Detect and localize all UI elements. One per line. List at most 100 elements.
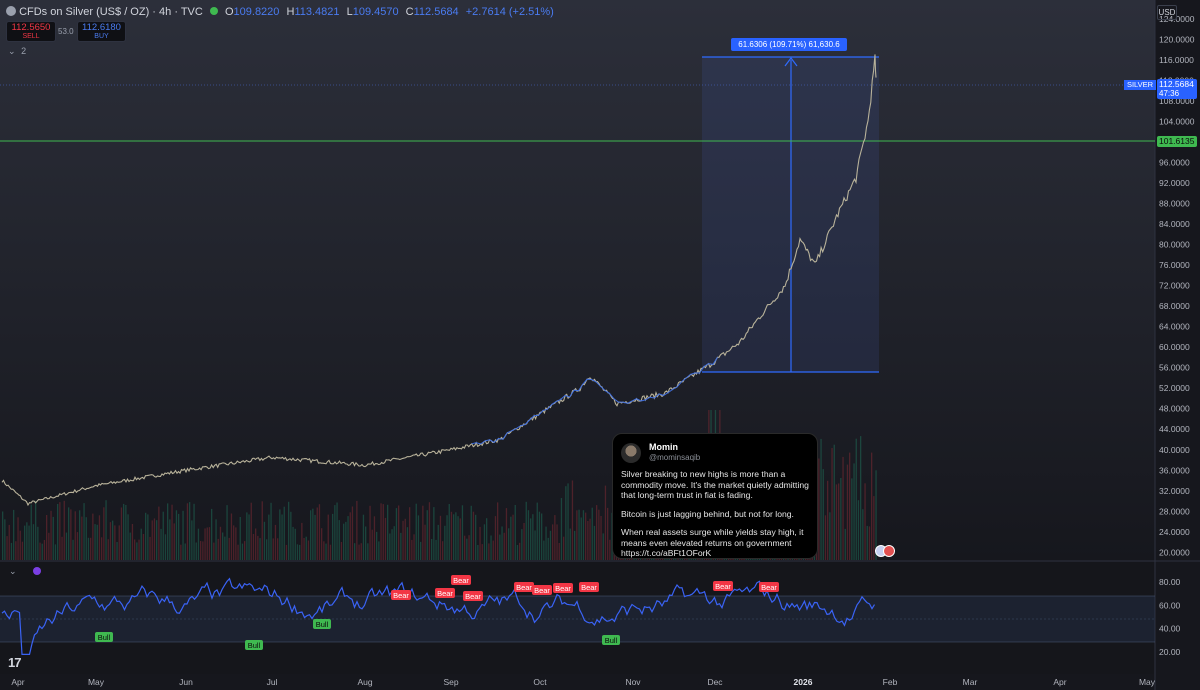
volume-bar bbox=[345, 521, 347, 560]
volume-bar bbox=[411, 539, 413, 560]
volume-bar bbox=[523, 523, 525, 560]
buy-button[interactable]: 112.6180 BUY bbox=[77, 21, 126, 42]
price-series-trend bbox=[471, 357, 718, 445]
volume-bar bbox=[486, 518, 488, 560]
rsi-axis-ticks: 80.00 60.00 40.00 20.00 bbox=[1159, 577, 1181, 657]
volume-bar bbox=[404, 518, 406, 560]
volume-bar bbox=[589, 518, 591, 560]
volume-bar bbox=[208, 527, 211, 560]
tweet-paragraph-1: Silver breaking to new highs is more tha… bbox=[621, 469, 809, 500]
eye-icon[interactable] bbox=[209, 7, 218, 15]
rsi-line bbox=[1, 577, 876, 655]
volume-bar bbox=[609, 539, 611, 560]
symbol-price-tag: SILVER bbox=[1124, 80, 1156, 90]
volume-bar bbox=[503, 532, 505, 560]
volume-bar bbox=[310, 510, 312, 560]
volume-bar bbox=[558, 543, 560, 560]
volume-bar bbox=[37, 526, 39, 560]
volume-bar bbox=[105, 500, 107, 560]
volume-bar bbox=[244, 541, 246, 560]
volume-bar bbox=[30, 504, 32, 560]
volume-bar bbox=[127, 514, 129, 560]
volume-bar bbox=[235, 527, 237, 560]
volume-bar bbox=[131, 524, 134, 560]
currency-selector[interactable]: USD bbox=[1157, 5, 1177, 20]
last-price-label: 112.5684 47:36 bbox=[1157, 79, 1197, 99]
chevron-down-icon[interactable]: ⌄ bbox=[9, 566, 17, 576]
volume-bar bbox=[32, 524, 35, 560]
volume-bar bbox=[182, 510, 184, 560]
volume-bar bbox=[455, 512, 457, 560]
volume-bar bbox=[109, 522, 112, 560]
price-tick-label: 28.0000 bbox=[1159, 506, 1190, 516]
volume-bar bbox=[545, 526, 547, 560]
volume-bar bbox=[453, 514, 455, 560]
volume-bar bbox=[585, 512, 587, 560]
ohlc-high: 113.4821 bbox=[294, 6, 340, 18]
volume-bar bbox=[160, 528, 162, 560]
sell-price: 112.5650 bbox=[11, 22, 51, 33]
volume-bar bbox=[497, 502, 499, 560]
volume-bar bbox=[607, 507, 609, 560]
volume-bar bbox=[79, 510, 81, 560]
volume-bar bbox=[153, 518, 156, 560]
rsi-bear-label: Bear bbox=[437, 589, 453, 598]
time-axis-label: Apr bbox=[11, 677, 24, 687]
volume-bar bbox=[270, 502, 272, 560]
volume-bar bbox=[490, 535, 492, 560]
volume-bar bbox=[576, 510, 578, 560]
volume-bar bbox=[252, 534, 255, 560]
volume-bar bbox=[563, 536, 565, 560]
volume-bar bbox=[327, 514, 329, 560]
volume-bar bbox=[239, 517, 241, 560]
spread: 53.0 bbox=[58, 27, 74, 36]
symbol-title[interactable]: CFDs on Silver (US$ / OZ) · 4h · TVC bbox=[19, 6, 203, 18]
tweet-card[interactable]: Momin @mominsaqib Silver breaking to new… bbox=[612, 433, 818, 559]
volume-bar bbox=[248, 514, 250, 560]
volume-bar bbox=[321, 528, 323, 560]
sell-button[interactable]: 112.5650 SELL bbox=[6, 21, 56, 42]
volume-bar bbox=[578, 509, 580, 560]
indicators-collapse[interactable]: ⌄ 2 bbox=[8, 46, 26, 57]
volume-bar bbox=[580, 517, 582, 560]
volume-bar bbox=[193, 503, 195, 560]
volume-bar bbox=[378, 541, 380, 560]
last-price: 112.5684 bbox=[1159, 79, 1194, 89]
volume-bar bbox=[90, 537, 92, 560]
volume-bar bbox=[556, 524, 558, 560]
volume-bar bbox=[477, 545, 479, 560]
volume-bar bbox=[87, 537, 90, 560]
buy-label: BUY bbox=[94, 33, 109, 40]
indicators-count: 2 bbox=[21, 46, 27, 56]
volume-bar bbox=[118, 525, 120, 560]
volume-bar bbox=[534, 530, 536, 560]
volume-bar bbox=[547, 537, 549, 560]
volume-bar bbox=[593, 525, 596, 560]
volume-bar bbox=[204, 528, 206, 560]
volume-bar bbox=[389, 533, 391, 560]
volume-bar bbox=[305, 536, 307, 560]
volume-bar bbox=[52, 516, 54, 560]
volume-bar bbox=[824, 515, 827, 560]
volume-bar bbox=[101, 537, 103, 560]
ohlc-close: 112.5684 bbox=[413, 6, 459, 18]
price-tick-label: 124.0000 bbox=[1159, 14, 1195, 24]
volume-bar bbox=[442, 541, 444, 560]
price-series-line bbox=[1, 54, 877, 507]
symbol-icon bbox=[6, 6, 16, 16]
time-axis-label: Apr bbox=[1053, 677, 1066, 687]
volume-bar bbox=[19, 530, 21, 560]
event-icon[interactable] bbox=[883, 545, 895, 557]
price-tick-label: 84.0000 bbox=[1159, 219, 1190, 229]
volume-bar bbox=[349, 512, 351, 560]
bar-countdown: 47:36 bbox=[1159, 89, 1180, 98]
price-tick-label: 44.0000 bbox=[1159, 424, 1190, 434]
volume-bar bbox=[840, 478, 842, 560]
indicator-settings-icon[interactable] bbox=[33, 567, 41, 575]
volume-bar bbox=[325, 543, 327, 560]
volume-bar bbox=[439, 515, 442, 560]
horizontal-line-price: 101.6135 bbox=[1157, 136, 1197, 147]
rsi-bull-label: Bull bbox=[605, 636, 618, 645]
